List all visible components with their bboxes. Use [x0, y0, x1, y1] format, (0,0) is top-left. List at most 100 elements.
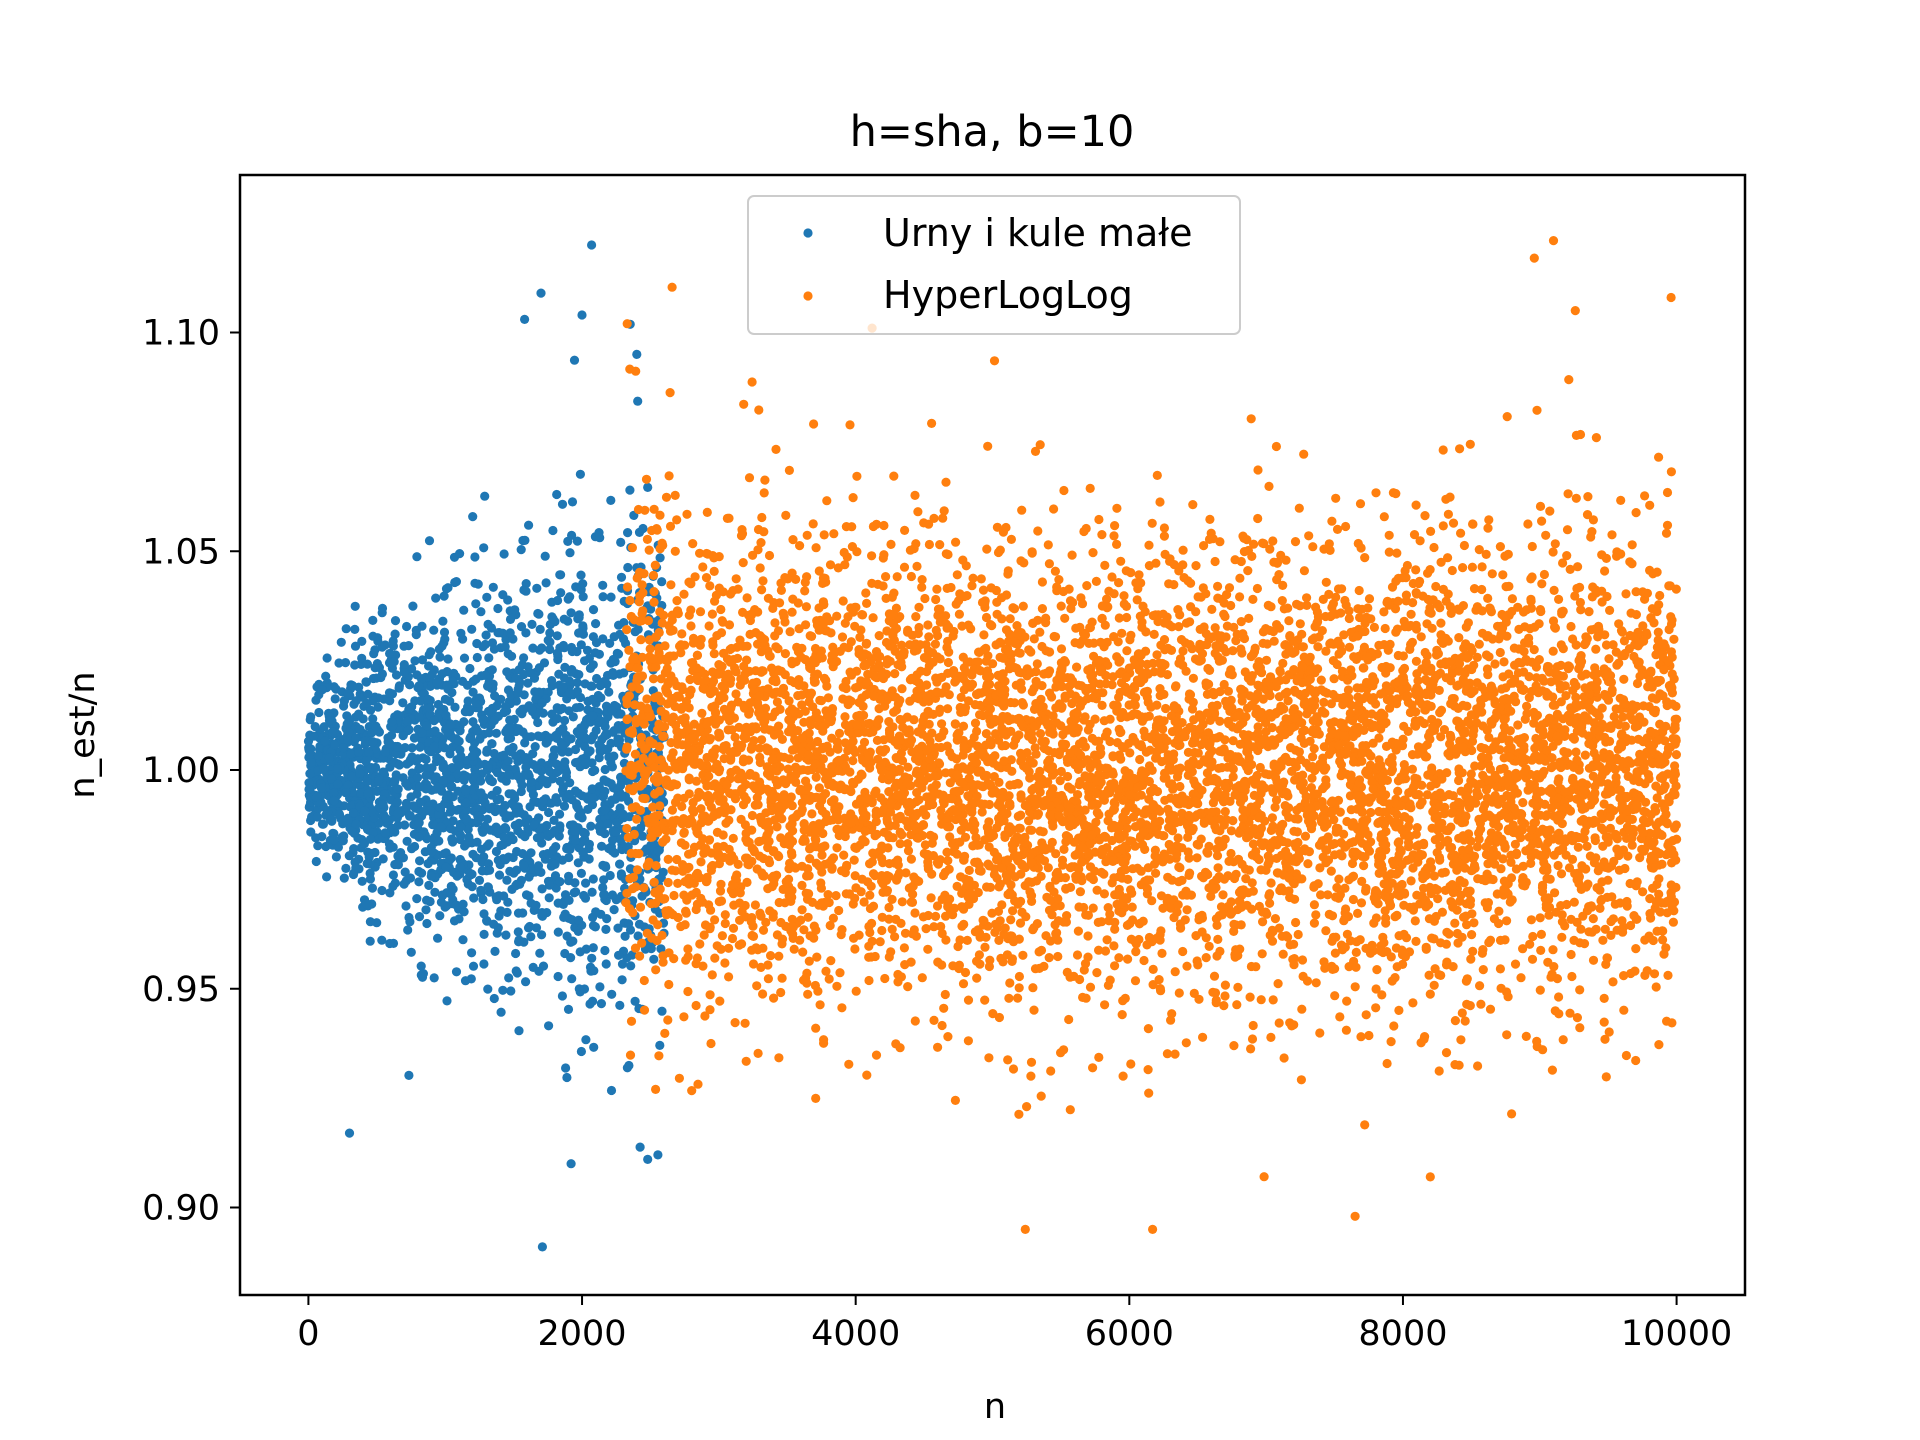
urny-point	[399, 668, 410, 678]
urny-point	[483, 681, 493, 691]
urny-point	[426, 871, 436, 881]
urny-point	[519, 669, 529, 680]
hyperloglog-point	[832, 611, 842, 621]
urny-point	[521, 977, 531, 987]
hyperloglog-point	[1640, 935, 1650, 945]
urny-point	[616, 572, 627, 582]
urny-point	[484, 728, 494, 738]
urny-point	[550, 859, 560, 870]
urny-point	[393, 858, 403, 868]
urny-point	[385, 696, 395, 706]
hyperloglog-point	[1185, 640, 1195, 650]
hyperloglog-point	[747, 810, 758, 821]
urny-point	[330, 694, 340, 704]
hyperloglog-point	[1229, 1041, 1239, 1051]
urny-point	[492, 701, 502, 711]
urny-point	[520, 832, 530, 842]
urny-point	[638, 523, 648, 534]
urny-point	[615, 1000, 625, 1011]
hyperloglog-point	[642, 694, 652, 704]
urny-point	[402, 836, 412, 846]
hyperloglog-point	[1268, 995, 1278, 1005]
hyperloglog-point	[1377, 662, 1387, 673]
hyperloglog-point	[1518, 798, 1528, 808]
hyperloglog-point	[927, 418, 937, 428]
urny-point	[454, 761, 464, 771]
hyperloglog-point	[917, 973, 927, 983]
urny-point	[552, 648, 563, 658]
hyperloglog-point	[1539, 569, 1549, 580]
urny-point	[545, 628, 555, 638]
hyperloglog-point	[1148, 964, 1158, 975]
urny-point	[459, 605, 469, 615]
hyperloglog-point	[890, 669, 900, 679]
urny-point	[443, 583, 453, 593]
urny-point	[380, 747, 390, 757]
hyperloglog-point	[1379, 512, 1389, 522]
urny-point	[570, 826, 580, 836]
hyperloglog-point	[632, 814, 642, 824]
urny-point	[354, 709, 364, 719]
hyperloglog-point	[809, 933, 819, 943]
hyperloglog-point	[826, 956, 836, 966]
urny-point	[522, 732, 532, 742]
urny-point	[587, 240, 597, 250]
urny-point	[368, 615, 378, 626]
urny-point	[513, 771, 523, 781]
hyperloglog-point	[650, 560, 660, 570]
urny-point	[576, 1046, 587, 1057]
urny-point	[553, 766, 563, 776]
urny-point	[447, 834, 457, 844]
hyperloglog-point	[1304, 531, 1314, 541]
hyperloglog-point	[1105, 975, 1115, 985]
urny-point	[441, 710, 451, 720]
urny-point	[350, 601, 360, 611]
hyperloglog-point	[1178, 646, 1188, 656]
hyperloglog-point	[1313, 642, 1323, 652]
hyperloglog-point	[1476, 824, 1486, 834]
urny-point	[399, 660, 409, 670]
urny-point	[549, 815, 559, 826]
urny-point	[460, 786, 471, 796]
hyperloglog-point	[1255, 762, 1265, 773]
hyperloglog-point	[1004, 993, 1014, 1003]
urny-point	[472, 726, 483, 736]
urny-point	[455, 830, 466, 840]
hyperloglog-point	[1442, 927, 1452, 937]
hyperloglog-point	[1155, 497, 1165, 507]
hyperloglog-point	[752, 981, 762, 991]
urny-point	[355, 724, 365, 735]
hyperloglog-point	[1411, 656, 1421, 666]
urny-point	[521, 890, 532, 900]
urny-point	[394, 760, 405, 770]
urny-point	[574, 984, 584, 994]
urny-point	[385, 648, 395, 659]
urny-point	[615, 859, 625, 869]
urny-point	[502, 875, 512, 885]
hyperloglog-point	[1072, 662, 1082, 672]
urny-point	[519, 810, 529, 820]
urny-point	[608, 727, 618, 737]
urny-point	[601, 959, 611, 969]
urny-point	[414, 832, 424, 842]
urny-point	[588, 921, 599, 931]
urny-point	[600, 861, 611, 871]
urny-point	[588, 943, 598, 953]
urny-point	[575, 702, 585, 712]
urny-point	[570, 744, 581, 755]
urny-point	[344, 851, 354, 861]
urny-point	[317, 832, 327, 842]
urny-point	[574, 613, 584, 623]
urny-point	[574, 915, 584, 925]
hyperloglog-point	[758, 925, 769, 935]
urny-point	[467, 882, 477, 892]
hyperloglog-point	[636, 732, 647, 742]
urny-point	[414, 681, 424, 691]
data-points-layer	[303, 236, 1682, 1252]
urny-point	[535, 732, 546, 742]
urny-point	[561, 1063, 571, 1073]
urny-point	[501, 930, 511, 940]
hyperloglog-point	[818, 597, 829, 607]
urny-point	[626, 961, 636, 971]
urny-point	[494, 911, 504, 921]
